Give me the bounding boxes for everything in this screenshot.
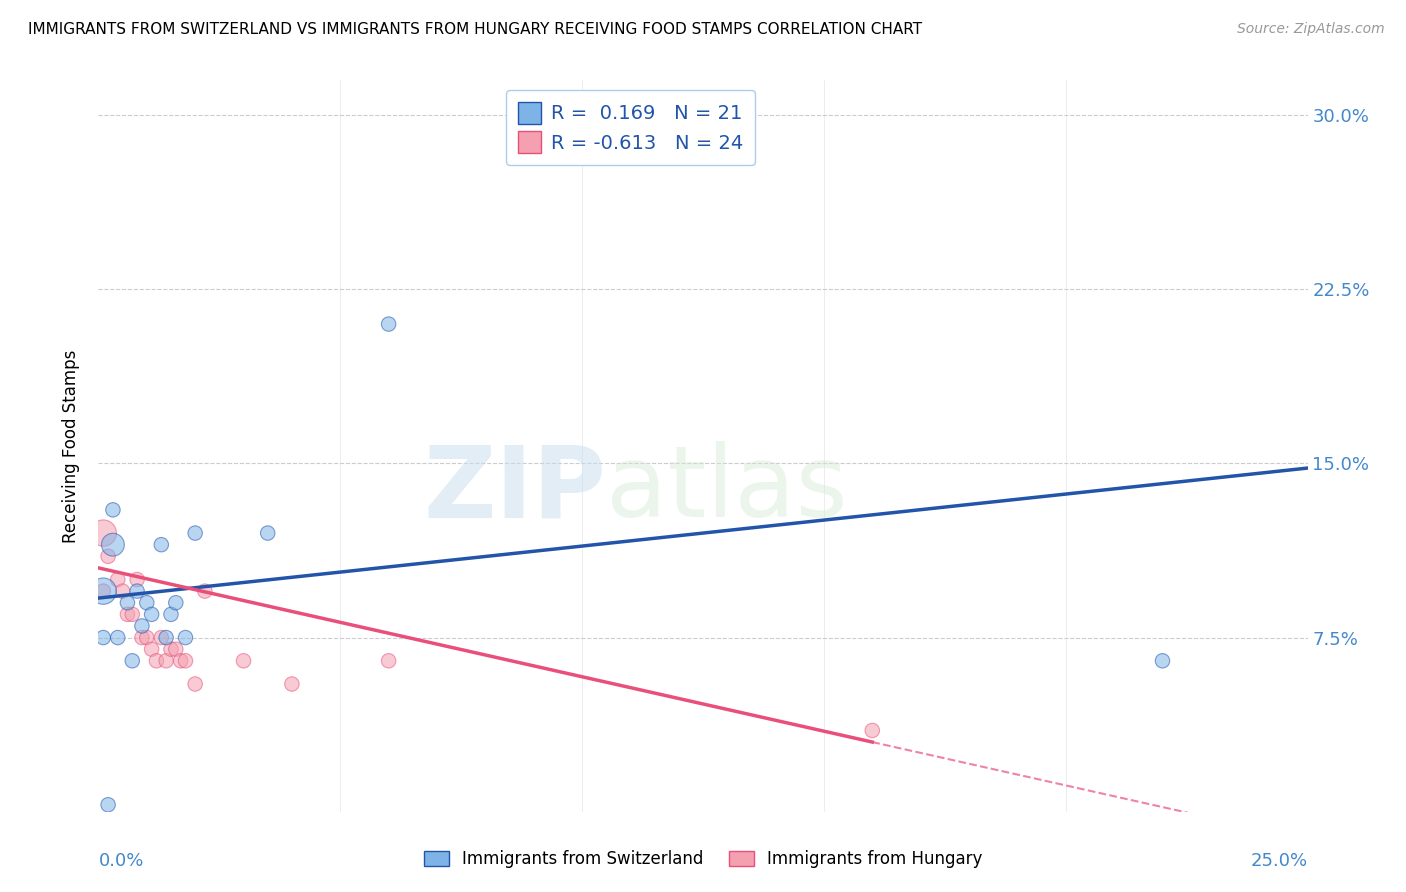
Point xyxy=(150,538,173,552)
Point xyxy=(155,654,177,668)
Point xyxy=(1152,654,1174,668)
Point xyxy=(121,654,143,668)
Point xyxy=(127,573,149,587)
Point xyxy=(174,654,197,668)
Point xyxy=(91,584,114,599)
Point xyxy=(150,631,173,645)
Point xyxy=(135,596,157,610)
Point xyxy=(194,584,217,599)
Point xyxy=(165,642,187,657)
Point xyxy=(91,526,114,541)
Point xyxy=(141,607,163,622)
Legend: Immigrants from Switzerland, Immigrants from Hungary: Immigrants from Switzerland, Immigrants … xyxy=(418,844,988,875)
Point xyxy=(174,631,197,645)
Point xyxy=(91,584,114,599)
Point xyxy=(101,538,124,552)
Point xyxy=(160,607,183,622)
Point xyxy=(155,631,177,645)
Point xyxy=(121,607,143,622)
Text: atlas: atlas xyxy=(606,442,848,539)
Text: IMMIGRANTS FROM SWITZERLAND VS IMMIGRANTS FROM HUNGARY RECEIVING FOOD STAMPS COR: IMMIGRANTS FROM SWITZERLAND VS IMMIGRANT… xyxy=(28,22,922,37)
Point xyxy=(131,619,153,633)
Point xyxy=(97,797,120,812)
Y-axis label: Receiving Food Stamps: Receiving Food Stamps xyxy=(62,350,80,542)
Point xyxy=(117,607,139,622)
Point xyxy=(232,654,254,668)
Point xyxy=(184,677,207,691)
Point xyxy=(169,654,191,668)
Point xyxy=(127,584,149,599)
Point xyxy=(165,596,187,610)
Point xyxy=(160,642,183,657)
Point xyxy=(141,642,163,657)
Point xyxy=(256,526,278,541)
Point xyxy=(111,584,134,599)
Text: ZIP: ZIP xyxy=(423,442,606,539)
Point xyxy=(107,631,129,645)
Point xyxy=(184,526,207,541)
Point xyxy=(135,631,157,645)
Point xyxy=(281,677,304,691)
Text: Source: ZipAtlas.com: Source: ZipAtlas.com xyxy=(1237,22,1385,37)
Point xyxy=(91,631,114,645)
Point xyxy=(377,654,399,668)
Point xyxy=(145,654,167,668)
Point xyxy=(131,631,153,645)
Point xyxy=(107,573,129,587)
Point xyxy=(101,503,124,517)
Point xyxy=(860,723,883,738)
Point xyxy=(97,549,120,564)
Text: 0.0%: 0.0% xyxy=(98,852,143,870)
Legend: R =  0.169   N = 21, R = -0.613   N = 24: R = 0.169 N = 21, R = -0.613 N = 24 xyxy=(506,90,755,165)
Point xyxy=(377,317,399,331)
Text: 25.0%: 25.0% xyxy=(1250,852,1308,870)
Point xyxy=(117,596,139,610)
